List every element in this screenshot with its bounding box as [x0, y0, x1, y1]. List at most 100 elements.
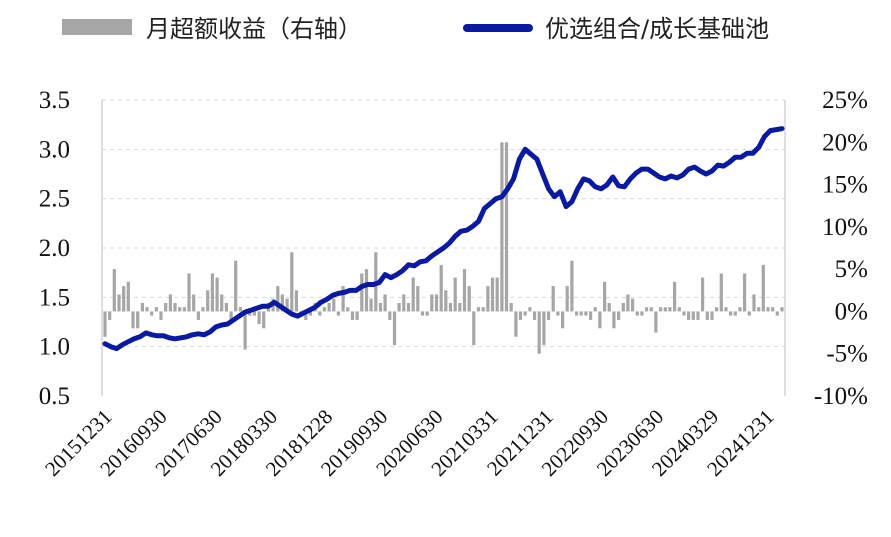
bar	[206, 290, 210, 312]
bar	[682, 311, 686, 316]
line-point	[483, 207, 486, 210]
bar	[252, 311, 256, 316]
bar	[607, 303, 611, 312]
bar	[532, 311, 537, 320]
bar	[360, 273, 364, 312]
line-point	[419, 261, 422, 263]
bar	[201, 307, 205, 312]
line-point	[390, 276, 392, 279]
line-point	[536, 158, 538, 160]
line-point	[372, 283, 375, 286]
line-point	[343, 291, 346, 294]
bar	[565, 286, 569, 312]
bar	[537, 311, 541, 354]
bar	[691, 311, 695, 320]
line-point	[471, 225, 474, 228]
line-point	[366, 283, 369, 286]
bar	[575, 311, 579, 316]
bar	[761, 264, 765, 312]
right-tick-label: 5%	[835, 256, 868, 283]
bar	[509, 303, 513, 312]
line-point	[547, 188, 550, 190]
bar	[743, 273, 747, 312]
bar	[229, 311, 233, 320]
right-tick-label: 15%	[822, 172, 868, 199]
line-point	[191, 334, 194, 336]
bar	[154, 307, 158, 312]
line-point	[396, 273, 398, 276]
line-point	[658, 176, 661, 178]
right-tick-label: 10%	[822, 214, 868, 241]
line-point	[670, 175, 672, 177]
bar	[570, 260, 574, 312]
bar	[112, 269, 116, 312]
bar	[276, 286, 280, 312]
bar	[547, 311, 551, 320]
line-point	[133, 338, 135, 340]
line-point	[255, 307, 258, 310]
bar	[243, 311, 247, 350]
line-point	[740, 156, 742, 158]
bar	[663, 307, 667, 312]
line-point	[127, 340, 130, 343]
bar	[117, 294, 121, 312]
bar	[304, 311, 308, 320]
bar	[626, 294, 630, 312]
line-point	[302, 312, 305, 314]
bar	[766, 307, 770, 312]
bar	[747, 311, 751, 316]
line-point	[296, 315, 299, 317]
bar	[369, 298, 373, 312]
line-point	[612, 176, 614, 178]
line-point	[524, 148, 526, 151]
line-point	[220, 324, 223, 326]
bar	[528, 307, 532, 312]
bar	[322, 307, 326, 312]
line-point	[489, 202, 492, 205]
line-point	[326, 298, 328, 301]
line-point	[466, 229, 468, 231]
line-point	[355, 289, 357, 292]
bar	[729, 311, 733, 316]
bar	[481, 307, 485, 312]
bar	[136, 311, 140, 329]
bar	[280, 294, 284, 312]
line-point	[477, 220, 480, 223]
bar	[696, 311, 700, 320]
bar	[771, 307, 775, 312]
line-point	[174, 338, 176, 340]
line-point	[436, 251, 439, 253]
right-axis-ticks: -10% -5% 0% 5% 10% 15% 20% 25%	[814, 87, 868, 410]
bar	[159, 311, 163, 320]
line-point	[279, 305, 281, 308]
bar	[126, 281, 130, 312]
bar	[542, 311, 546, 346]
bar	[327, 303, 331, 312]
line-point	[337, 292, 340, 295]
line-point	[442, 247, 445, 249]
bar	[738, 307, 742, 312]
bar	[523, 311, 527, 316]
bar	[318, 311, 322, 316]
line-point	[606, 184, 608, 186]
bar	[192, 294, 196, 312]
bar	[453, 277, 457, 312]
bar	[406, 303, 411, 312]
bar	[448, 303, 453, 312]
line-point	[705, 173, 707, 175]
bar-series	[103, 142, 784, 354]
bar	[388, 311, 392, 320]
bar	[673, 281, 677, 312]
bar	[145, 307, 149, 312]
line-point	[775, 128, 777, 131]
line-point	[623, 186, 626, 188]
right-tick-label: -10%	[814, 383, 868, 410]
line-point	[722, 165, 725, 167]
bar	[518, 311, 523, 320]
line-point	[571, 200, 573, 203]
bar	[467, 286, 471, 312]
line-point	[448, 242, 451, 244]
bar	[621, 303, 625, 312]
bar	[677, 307, 681, 312]
